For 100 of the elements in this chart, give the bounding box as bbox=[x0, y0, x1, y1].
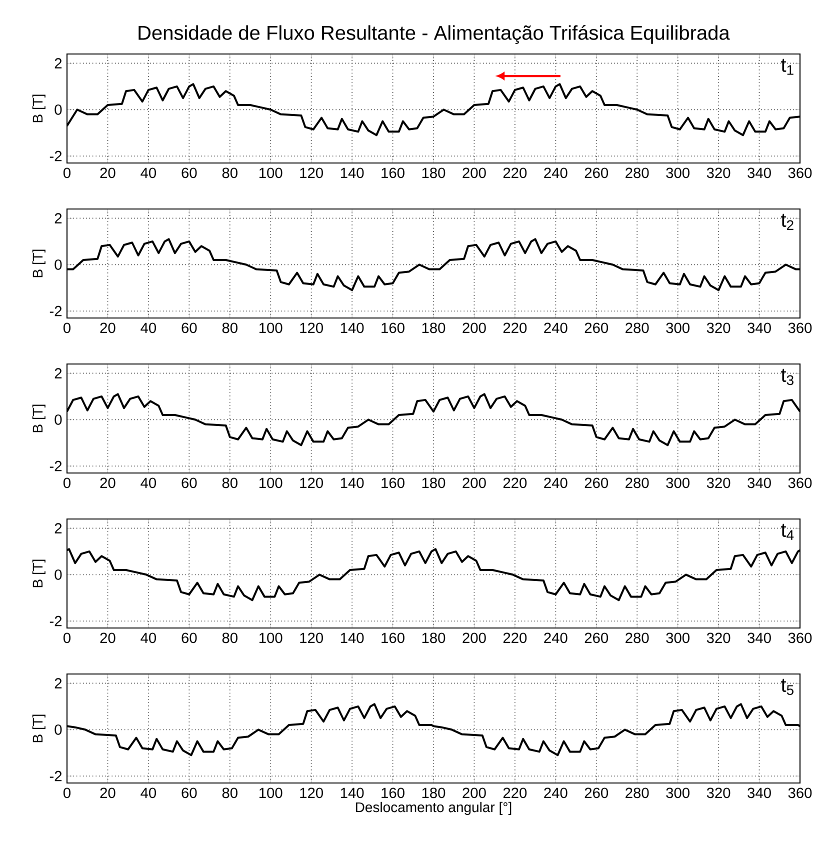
x-tick-label: 260 bbox=[584, 168, 608, 178]
y-tick-label: 0 bbox=[54, 569, 62, 580]
annotation: t$_{3}$ bbox=[781, 368, 794, 386]
x-tick-label: 360 bbox=[788, 478, 812, 488]
y-axis-title: B [T] bbox=[32, 250, 46, 278]
x-tick-label: 0 bbox=[63, 632, 70, 644]
x-tick-label: 340 bbox=[748, 322, 771, 334]
x-tick-label: 360 bbox=[788, 788, 812, 798]
x-tick-label: 40 bbox=[140, 322, 156, 334]
x-tick-label: 280 bbox=[626, 168, 649, 178]
x-tick-label: 220 bbox=[503, 168, 527, 178]
x-tick-label: 160 bbox=[382, 478, 404, 488]
x-tick-label: 340 bbox=[748, 788, 771, 798]
x-tick-label: 300 bbox=[666, 168, 690, 178]
x-tick-label: 120 bbox=[300, 788, 323, 798]
x-tick-label: 0 bbox=[63, 168, 70, 178]
x-tick-label: 240 bbox=[544, 322, 568, 334]
x-tick-label: 60 bbox=[182, 322, 197, 334]
x-tick-label: 340 bbox=[748, 632, 771, 644]
x-tick-label: 140 bbox=[340, 632, 364, 644]
x-tick-label: 40 bbox=[140, 788, 156, 798]
y-axis-title: B [T] bbox=[32, 94, 46, 122]
x-tick-label: 200 bbox=[462, 788, 486, 798]
x-axis-title: Deslocamento angular [°] bbox=[356, 802, 512, 815]
x-tick-label: 200 bbox=[462, 322, 486, 334]
x-tick-label: 180 bbox=[422, 322, 446, 334]
x-tick-label: 220 bbox=[503, 788, 527, 798]
y-tick-label: -2 bbox=[50, 306, 62, 316]
x-tick-label: 180 bbox=[422, 168, 446, 178]
y-tick-label: 2 bbox=[54, 213, 62, 224]
x-tick-label: 60 bbox=[182, 478, 197, 488]
x-tick-label: 260 bbox=[584, 322, 608, 334]
x-tick-label: 60 bbox=[182, 632, 197, 644]
y-tick-label: -2 bbox=[50, 616, 62, 626]
x-tick-label: 320 bbox=[706, 322, 730, 334]
x-tick-label: 220 bbox=[503, 322, 527, 334]
x-tick-label: 140 bbox=[340, 478, 364, 488]
x-tick-label: 140 bbox=[340, 788, 364, 798]
x-tick-label: 280 bbox=[626, 788, 649, 798]
x-tick-label: 340 bbox=[748, 168, 771, 178]
x-tick-label: 0 bbox=[63, 322, 70, 334]
y-axis-title: B [T] bbox=[32, 560, 46, 588]
x-tick-label: 180 bbox=[422, 478, 446, 488]
x-tick-label: 120 bbox=[300, 632, 323, 644]
annotation: t$_{4}$ bbox=[781, 524, 794, 540]
x-tick-label: 140 bbox=[340, 168, 364, 178]
x-tick-label: 260 bbox=[584, 478, 608, 488]
x-tick-label: 320 bbox=[706, 168, 730, 178]
x-tick-label: 20 bbox=[100, 478, 116, 488]
annotation: t$_{5}$ bbox=[781, 678, 794, 695]
x-tick-label: 200 bbox=[462, 478, 486, 488]
y-tick-label: -2 bbox=[50, 770, 62, 782]
x-tick-label: 120 bbox=[300, 322, 323, 334]
x-tick-label: 280 bbox=[626, 478, 649, 488]
x-tick-label: 160 bbox=[382, 788, 404, 798]
x-tick-label: 40 bbox=[140, 168, 156, 178]
x-tick-label: 320 bbox=[706, 478, 730, 488]
x-tick-label: 20 bbox=[100, 632, 116, 644]
x-tick-label: 220 bbox=[503, 632, 527, 644]
x-tick-label: 100 bbox=[259, 322, 282, 334]
x-tick-label: 200 bbox=[462, 168, 486, 178]
x-tick-label: 280 bbox=[626, 322, 649, 334]
x-tick-label: 100 bbox=[259, 788, 282, 798]
x-tick-label: 20 bbox=[100, 168, 116, 178]
x-tick-label: 260 bbox=[584, 788, 608, 798]
x-tick-label: 160 bbox=[382, 322, 404, 334]
y-tick-label: -2 bbox=[50, 460, 62, 472]
x-tick-label: 300 bbox=[666, 478, 690, 488]
x-tick-label: 80 bbox=[222, 788, 238, 798]
x-tick-label: 360 bbox=[788, 632, 812, 644]
x-tick-label: 240 bbox=[544, 632, 568, 644]
y-tick-label: 2 bbox=[54, 523, 62, 534]
x-tick-label: 220 bbox=[503, 478, 527, 488]
x-tick-label: 240 bbox=[544, 478, 568, 488]
y-axis-title: B [T] bbox=[32, 404, 46, 432]
x-tick-label: 140 bbox=[340, 322, 364, 334]
y-tick-label: 2 bbox=[54, 368, 62, 378]
x-tick-label: 180 bbox=[422, 632, 446, 644]
x-tick-label: 300 bbox=[666, 788, 690, 798]
x-tick-label: 280 bbox=[626, 632, 649, 644]
x-tick-label: 320 bbox=[706, 632, 730, 644]
y-tick-label: 0 bbox=[54, 414, 62, 425]
x-tick-label: 40 bbox=[140, 632, 156, 644]
x-tick-label: 180 bbox=[422, 788, 446, 798]
x-tick-label: 100 bbox=[259, 168, 282, 178]
annotation: t$_{2}$ bbox=[781, 214, 794, 230]
x-tick-label: 100 bbox=[259, 478, 282, 488]
y-tick-label: -2 bbox=[50, 150, 62, 162]
x-tick-label: 20 bbox=[100, 788, 116, 798]
y-tick-label: 0 bbox=[54, 724, 62, 735]
x-tick-label: 20 bbox=[100, 322, 116, 334]
x-tick-label: 80 bbox=[222, 322, 238, 334]
x-tick-label: 0 bbox=[63, 788, 70, 798]
x-tick-label: 80 bbox=[222, 632, 238, 644]
x-tick-label: 300 bbox=[666, 632, 690, 644]
x-tick-label: 60 bbox=[182, 168, 197, 178]
x-tick-label: 160 bbox=[382, 632, 404, 644]
x-tick-label: 60 bbox=[182, 788, 197, 798]
x-tick-label: 240 bbox=[544, 788, 568, 798]
y-tick-label: 2 bbox=[54, 58, 62, 68]
